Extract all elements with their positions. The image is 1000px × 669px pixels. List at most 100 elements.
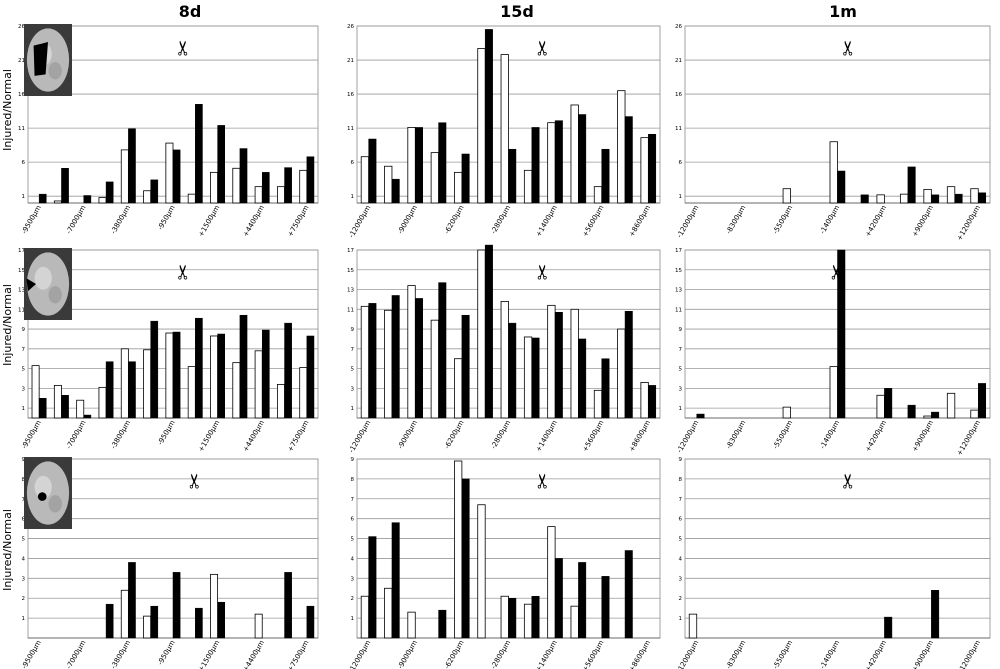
bar-treated — [578, 114, 587, 204]
x-tick-label: +9000µm — [911, 419, 935, 453]
bar-control — [120, 589, 129, 639]
bar-treated — [954, 193, 963, 204]
bar-control — [500, 300, 509, 419]
bar-treated — [284, 572, 292, 639]
scissors-icon: ✂ — [530, 40, 554, 57]
bar-control — [970, 188, 979, 204]
bar-control — [782, 406, 791, 419]
y-tick-label: 17 — [18, 248, 25, 254]
y-tick-label: 8 — [351, 477, 355, 483]
y-tick-label: 1 — [22, 406, 26, 412]
x-tick-label: -950µm — [156, 204, 177, 232]
x-tick-label: +12000µm — [955, 419, 982, 457]
bar-control — [523, 169, 533, 204]
x-tick-label: +8600µm — [628, 639, 652, 669]
x-tick-label: +4400µm — [242, 639, 266, 669]
bar-control — [360, 305, 370, 419]
y-tick-label: 3 — [351, 576, 355, 582]
bar-control — [454, 460, 463, 639]
y-tick-label: 13 — [18, 288, 25, 294]
bar-treated — [391, 295, 400, 419]
bar-treated — [195, 104, 203, 204]
bar-treated — [907, 166, 916, 204]
bar-treated — [837, 170, 846, 204]
y-tick-label: 7 — [22, 347, 26, 353]
bar-control — [143, 190, 152, 204]
bar-control — [360, 595, 370, 639]
bar-control — [430, 152, 439, 204]
bar-control — [477, 48, 486, 204]
y-tick-label: 11 — [18, 307, 25, 313]
bar-treated — [531, 127, 540, 204]
bar-treated — [461, 153, 470, 204]
brain-texture-shadow — [48, 286, 62, 304]
lesion-marker — [33, 42, 48, 76]
x-tick-label: +5600µm — [581, 639, 605, 669]
bar-treated — [261, 329, 270, 419]
y-tick-label: 16 — [18, 92, 25, 98]
bar-control — [98, 386, 107, 419]
bar-control — [299, 169, 308, 204]
y-tick-label: 6 — [679, 517, 683, 523]
bar-treated — [306, 156, 315, 204]
y-tick-label: 17 — [675, 248, 682, 254]
bar-treated — [696, 413, 705, 419]
scissors-icon: ✂ — [530, 473, 554, 490]
y-tick-label: 13 — [675, 288, 682, 294]
bar-treated — [61, 395, 69, 419]
x-tick-label: +7500µm — [286, 639, 310, 669]
bar-control — [31, 365, 40, 419]
y-tick-label: 6 — [22, 160, 26, 166]
y-tick-label: 5 — [679, 537, 683, 543]
bar-treated — [38, 397, 47, 419]
bar-treated — [261, 172, 270, 204]
bar-control — [617, 90, 626, 204]
bar-control — [187, 193, 196, 204]
bar-control — [617, 328, 626, 419]
scissors-icon: ✂ — [182, 473, 206, 490]
bar-treated — [931, 411, 940, 419]
x-tick-label: -9500µm — [20, 419, 43, 451]
column-title-1m: 1m — [829, 2, 857, 21]
x-tick-label: -950µm — [156, 639, 177, 667]
x-tick-label: -8300µm — [725, 639, 748, 669]
x-tick-label: -3800µm — [109, 419, 132, 451]
bar-treated — [578, 338, 587, 419]
row3-ylabel: Injured/Normal — [1, 509, 14, 591]
y-tick-label: 21 — [18, 58, 25, 64]
bar-treated — [217, 601, 226, 639]
x-tick-label: -1400µm — [818, 204, 841, 236]
bar-control — [407, 611, 416, 639]
y-tick-label: 2 — [351, 596, 355, 602]
brain-texture-highlight — [34, 475, 52, 499]
y-tick-label: 16 — [675, 92, 682, 98]
y-tick-label: 9 — [679, 457, 683, 463]
x-tick-label: -7000µm — [65, 639, 88, 669]
bar-control — [593, 186, 603, 204]
bar-control — [640, 137, 649, 204]
bar-control — [143, 615, 152, 639]
y-tick-label: 2 — [22, 596, 26, 602]
bar-control — [76, 399, 85, 419]
bar-treated — [306, 605, 315, 639]
bar-control — [876, 394, 885, 419]
x-tick-label: -9500µm — [20, 204, 43, 236]
bar-control — [232, 362, 241, 419]
x-tick-label: +5600µm — [581, 419, 605, 453]
bar-treated — [150, 605, 159, 639]
x-tick-label: -7000µm — [65, 204, 88, 236]
bar-control — [500, 54, 509, 204]
x-tick-label: -3800µm — [109, 204, 132, 236]
x-tick-label: +9000µm — [911, 639, 935, 669]
scissors-icon: ✂ — [836, 40, 860, 57]
y-tick-label: 1 — [679, 616, 683, 622]
x-tick-label: -12000µm — [675, 204, 700, 239]
bar-treated — [172, 331, 181, 419]
x-tick-label: -8300µm — [725, 204, 748, 236]
x-tick-label: +12000µm — [955, 639, 982, 669]
bar-treated — [978, 383, 987, 419]
x-tick-label: -9000µm — [396, 204, 419, 236]
